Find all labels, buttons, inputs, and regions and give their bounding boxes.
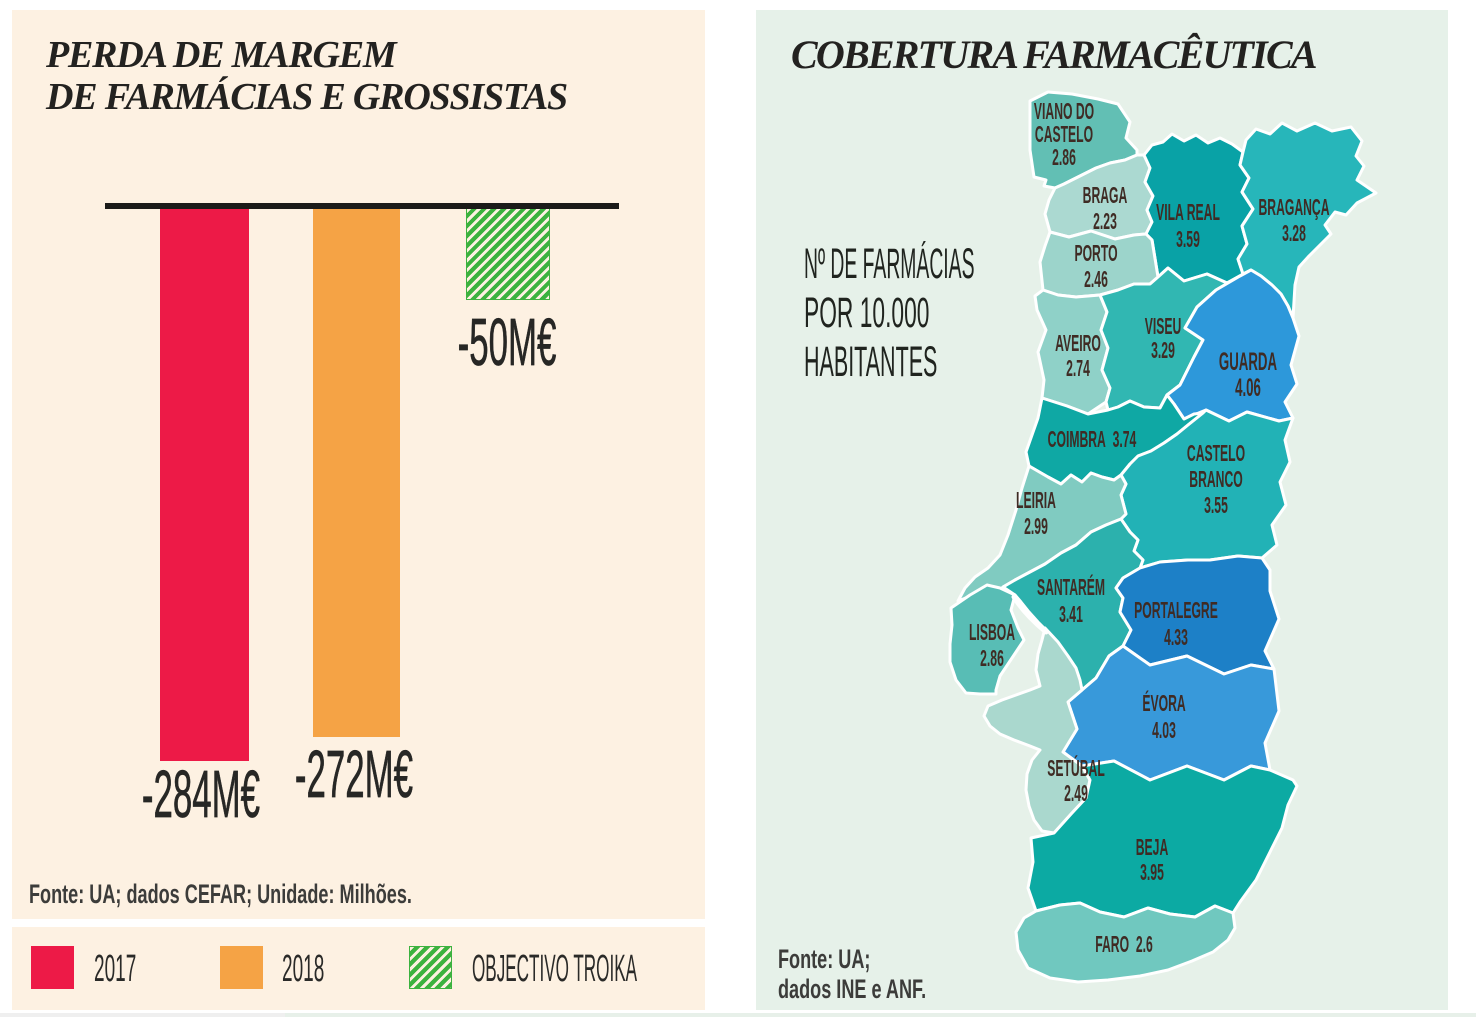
svg-text:BRAGA: BRAGA — [1083, 182, 1128, 208]
svg-text:VISEU: VISEU — [1145, 313, 1182, 339]
svg-text:ÉVORA: ÉVORA — [1142, 690, 1185, 716]
svg-text:BRAGANÇA: BRAGANÇA — [1258, 194, 1329, 220]
svg-text:GUARDA: GUARDA — [1219, 349, 1277, 376]
svg-text:2.99: 2.99 — [1024, 513, 1048, 539]
svg-text:PORTO: PORTO — [1074, 240, 1117, 266]
svg-text:2.74: 2.74 — [1066, 355, 1090, 381]
svg-text:2.86: 2.86 — [980, 645, 1004, 671]
svg-text:LEIRIA: LEIRIA — [1016, 487, 1056, 513]
svg-text:2.49: 2.49 — [1064, 780, 1088, 806]
svg-text:VILA REAL: VILA REAL — [1156, 199, 1220, 225]
svg-text:2.46: 2.46 — [1084, 266, 1108, 292]
svg-text:2.23: 2.23 — [1093, 208, 1117, 234]
svg-text:BEJA: BEJA — [1136, 834, 1168, 860]
svg-text:4.33: 4.33 — [1164, 624, 1188, 650]
svg-text:COIMBRA 3.74: COIMBRA 3.74 — [1048, 426, 1137, 452]
svg-text:FARO 2.6: FARO 2.6 — [1095, 931, 1153, 957]
svg-text:3.55: 3.55 — [1204, 492, 1228, 518]
svg-text:PORTALEGRE: PORTALEGRE — [1134, 597, 1218, 623]
svg-text:CASTELO: CASTELO — [1187, 440, 1245, 466]
svg-text:3.95: 3.95 — [1140, 859, 1164, 885]
svg-text:4.03: 4.03 — [1152, 717, 1176, 743]
svg-text:CASTELO: CASTELO — [1035, 121, 1093, 147]
svg-text:3.41: 3.41 — [1059, 601, 1083, 627]
svg-text:SANTARÉM: SANTARÉM — [1037, 574, 1105, 600]
svg-text:VIANO DO: VIANO DO — [1034, 98, 1094, 124]
svg-text:3.28: 3.28 — [1282, 220, 1306, 246]
svg-text:LISBOA: LISBOA — [969, 619, 1015, 645]
svg-text:4.06: 4.06 — [1235, 375, 1261, 402]
svg-text:2.86: 2.86 — [1052, 144, 1076, 170]
svg-text:SETÚBAL: SETÚBAL — [1047, 755, 1105, 781]
svg-text:3.29: 3.29 — [1151, 337, 1175, 363]
svg-text:BRANCO: BRANCO — [1189, 466, 1242, 492]
svg-text:3.59: 3.59 — [1176, 226, 1200, 252]
svg-text:AVEIRO: AVEIRO — [1055, 330, 1101, 356]
